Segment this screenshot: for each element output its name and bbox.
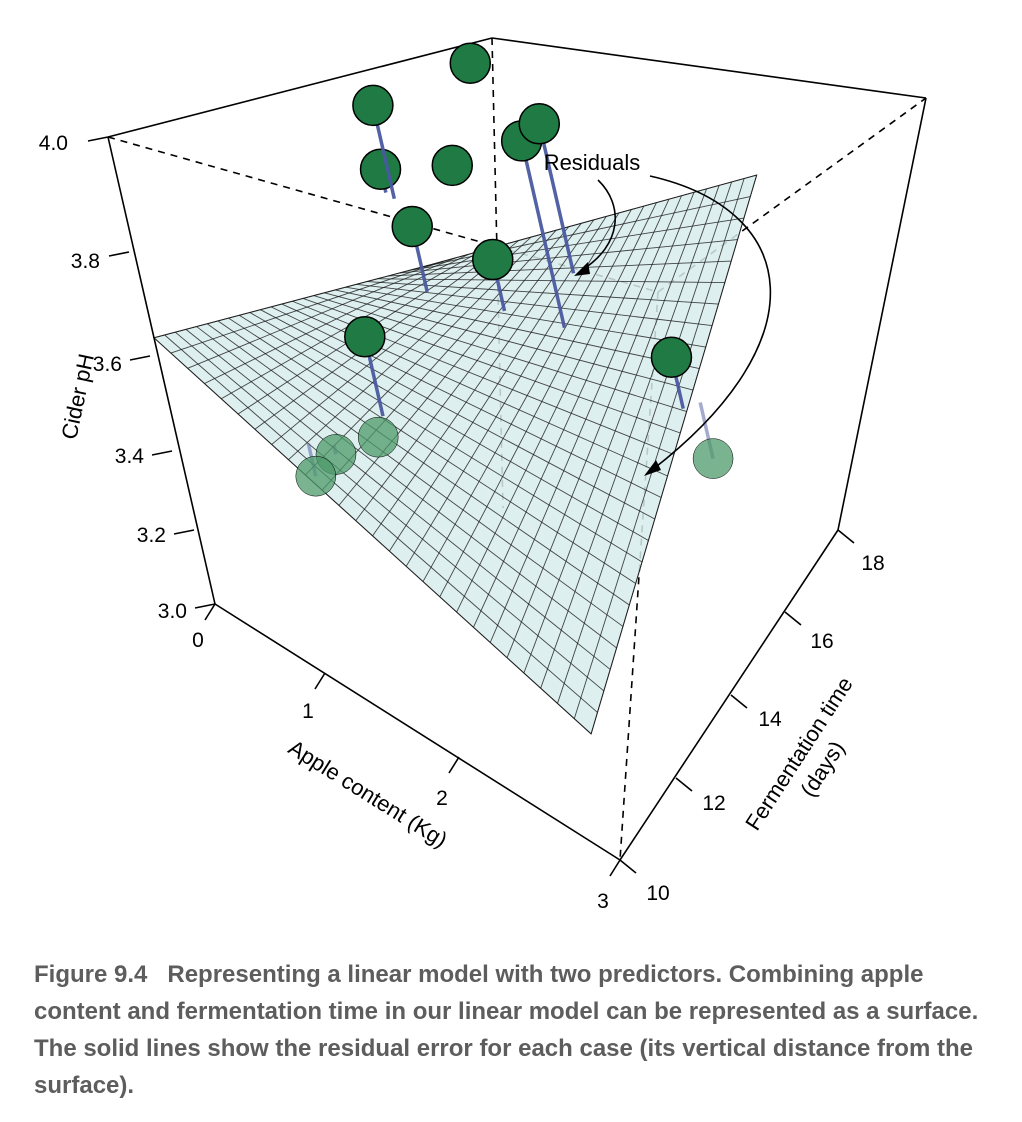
surface-grid-line	[206, 323, 624, 627]
surface-grid-line	[377, 278, 725, 283]
z-tick-label: 3.4	[115, 445, 145, 468]
surface-grid-line	[249, 312, 649, 541]
data-point	[692, 438, 734, 479]
data-point	[518, 103, 561, 145]
surface-grid-line	[228, 317, 636, 584]
z-axis	[87, 136, 216, 609]
data-points	[295, 42, 734, 497]
data-point	[650, 336, 693, 379]
residuals-annotation: Residuals	[544, 150, 641, 175]
arrowhead	[574, 262, 590, 276]
x-axis	[204, 603, 621, 877]
data-point	[449, 42, 492, 84]
data-point	[391, 205, 433, 248]
z-tick-label: 3.8	[71, 250, 100, 273]
arrowhead	[644, 460, 661, 476]
data-point	[357, 416, 399, 458]
z-axis-label: Cider pH	[56, 351, 99, 441]
surface-grid-line	[164, 334, 598, 713]
data-point	[431, 144, 474, 187]
data-point	[472, 238, 514, 281]
surface-grid-line	[270, 306, 662, 498]
surface-grid-line	[260, 309, 656, 520]
caption-text: Representing a linear model with two pre…	[34, 961, 979, 1099]
surface-grid-line	[185, 329, 611, 670]
figure-number: Figure 9.4	[34, 961, 148, 988]
y-tick-label: 12	[702, 792, 725, 815]
z-tick-label: 3.2	[137, 524, 166, 547]
surface-grid-line	[388, 260, 732, 277]
surface-grid-line	[345, 286, 706, 348]
z-tick-label: 4.0	[39, 132, 68, 155]
x-tick-label: 1	[302, 700, 314, 723]
surface-grid-line	[238, 314, 643, 563]
z-tick-label: 3.0	[158, 600, 187, 623]
regression-surface-figure: 4.0 3.8 3.6 3.4 3.2 3.0 Cider pH 0 1 2 3…	[39, 37, 927, 913]
regression-surface	[152, 174, 758, 735]
y-tick-label: 14	[758, 708, 782, 731]
y-tick-label: 10	[646, 882, 669, 905]
surface-grid-line	[217, 320, 630, 606]
data-point	[352, 84, 394, 127]
surface-grid-line	[356, 283, 713, 326]
surface-grid-line	[409, 217, 745, 271]
data-point	[359, 148, 402, 190]
x-tick-label: 0	[192, 629, 204, 652]
surface-grid-line	[153, 337, 592, 735]
y-tick-label: 16	[810, 630, 833, 653]
annotation-arrows	[581, 175, 772, 471]
x-axis-label: Apple content (Kg)	[284, 735, 452, 853]
surface-grid-line	[334, 289, 700, 369]
surface-grid-line	[313, 295, 687, 412]
bounding-box-front	[107, 97, 927, 861]
surface-grid-line	[196, 326, 617, 649]
y-tick-label: 18	[861, 552, 884, 575]
surface-grid-line	[175, 331, 605, 692]
residual-line	[519, 140, 567, 329]
x-tick-label: 2	[436, 787, 448, 810]
surface-grid-line	[324, 292, 694, 391]
data-point	[344, 315, 386, 358]
x-tick-label: 3	[597, 890, 609, 913]
z-tick-label: 3.6	[93, 353, 122, 376]
figure-caption: Figure 9.4 Representing a linear model wi…	[34, 956, 1004, 1104]
residual-line	[537, 123, 576, 274]
surface-plane	[152, 174, 758, 735]
data-point	[295, 455, 337, 497]
y-axis	[619, 529, 855, 874]
